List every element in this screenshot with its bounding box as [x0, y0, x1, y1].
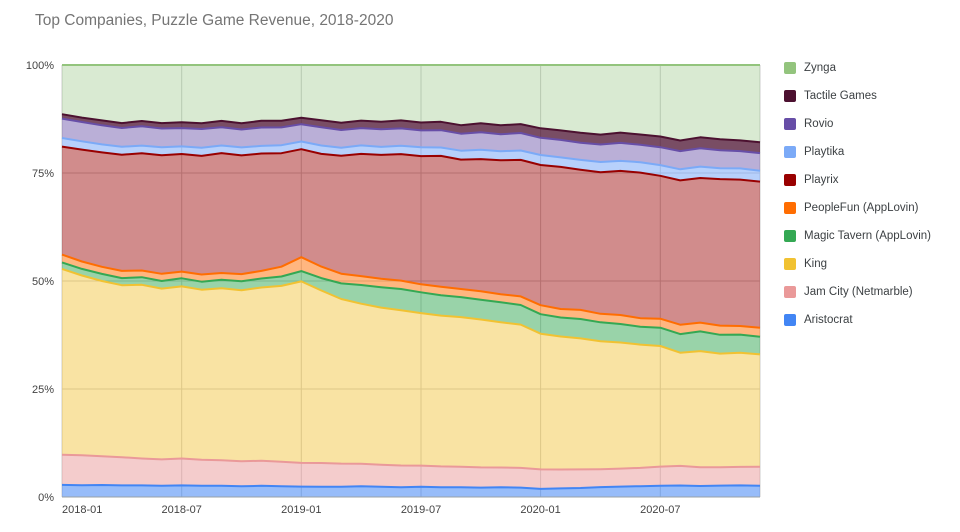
legend-label: King: [804, 257, 828, 270]
legend-swatch: [784, 61, 796, 74]
legend-swatch: [784, 285, 796, 298]
legend-item: King: [784, 256, 931, 271]
legend-swatch: [784, 89, 796, 102]
svg-text:2020-07: 2020-07: [640, 504, 680, 516]
svg-text:2018-01: 2018-01: [62, 504, 102, 516]
legend-label: Magic Tavern (AppLovin): [804, 229, 931, 242]
svg-text:2019-01: 2019-01: [281, 504, 321, 516]
legend-swatch: [784, 145, 796, 158]
legend-swatch: [784, 229, 796, 242]
legend-item: Jam City (Netmarble): [784, 284, 931, 299]
legend-label: Rovio: [804, 117, 834, 130]
legend-label: Playrix: [804, 173, 839, 186]
svg-text:25%: 25%: [32, 384, 54, 396]
legend-item: Aristocrat: [784, 312, 931, 327]
legend-swatch: [784, 201, 796, 214]
legend-label: Aristocrat: [804, 313, 853, 326]
legend-label: Playtika: [804, 145, 845, 158]
legend-item: Playrix: [784, 172, 931, 187]
legend-label: Tactile Games: [804, 89, 877, 102]
svg-text:50%: 50%: [32, 276, 54, 288]
svg-text:0%: 0%: [38, 492, 54, 504]
legend-swatch: [784, 173, 796, 186]
svg-text:75%: 75%: [32, 168, 54, 180]
legend-item: Zynga: [784, 60, 931, 75]
legend-item: Playtika: [784, 144, 931, 159]
legend-item: Magic Tavern (AppLovin): [784, 228, 931, 243]
chart-title: Top Companies, Puzzle Game Revenue, 2018…: [35, 12, 394, 29]
legend-swatch: [784, 313, 796, 326]
legend-item: Tactile Games: [784, 88, 931, 103]
legend-item: PeopleFun (AppLovin): [784, 200, 931, 215]
svg-text:2020-01: 2020-01: [520, 504, 560, 516]
svg-text:2018-07: 2018-07: [162, 504, 202, 516]
legend-label: Jam City (Netmarble): [804, 285, 913, 298]
chart-legend: Zynga Tactile Games Rovio Playtika Playrix Pe…: [784, 60, 931, 327]
legend-label: PeopleFun (AppLovin): [804, 201, 919, 214]
legend-item: Rovio: [784, 116, 931, 131]
svg-text:2019-07: 2019-07: [401, 504, 441, 516]
legend-label: Zynga: [804, 61, 836, 74]
legend-swatch: [784, 117, 796, 130]
legend-swatch: [784, 257, 796, 270]
svg-text:100%: 100%: [26, 60, 54, 72]
